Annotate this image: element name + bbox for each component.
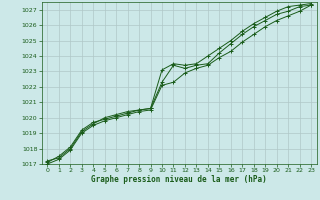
X-axis label: Graphe pression niveau de la mer (hPa): Graphe pression niveau de la mer (hPa)	[91, 175, 267, 184]
